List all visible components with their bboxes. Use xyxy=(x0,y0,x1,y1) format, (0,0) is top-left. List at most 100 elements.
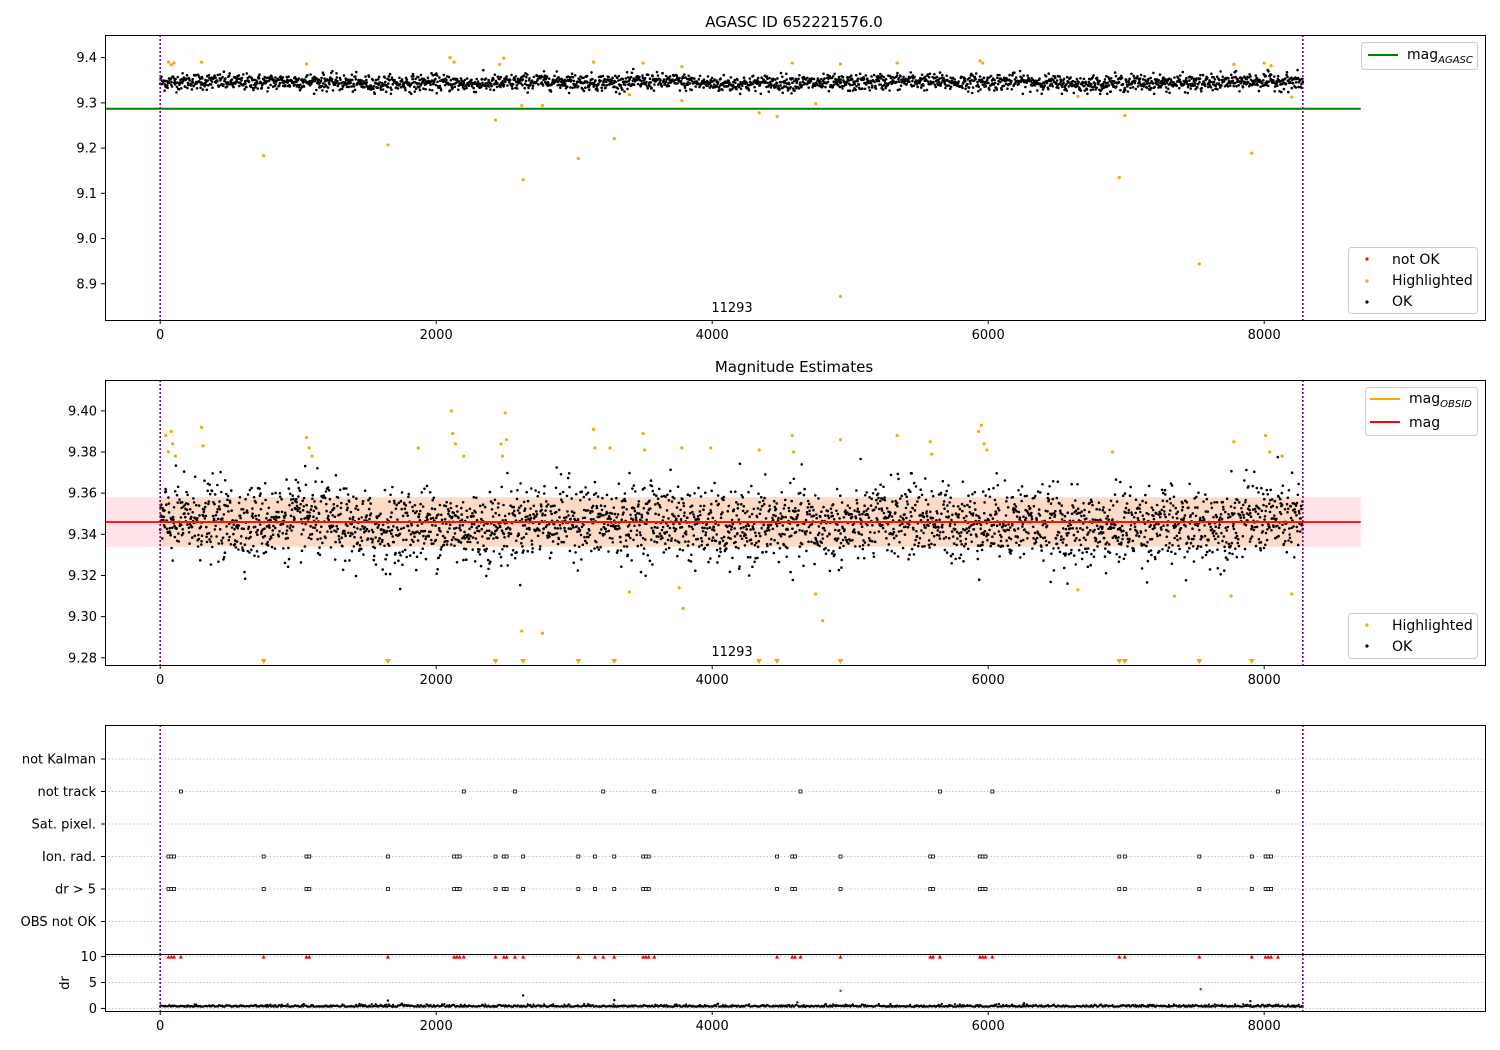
ok-point xyxy=(770,84,773,87)
ok-point xyxy=(367,507,371,511)
ok-point xyxy=(751,565,754,569)
ok-point xyxy=(377,539,380,543)
ok-point xyxy=(948,501,951,504)
ok-point xyxy=(642,507,646,510)
ok-point xyxy=(494,79,498,83)
ok-point xyxy=(176,485,180,489)
ok-point xyxy=(877,530,881,533)
ok-point xyxy=(242,549,245,552)
ok-point xyxy=(440,513,443,517)
ok-point xyxy=(210,535,213,538)
ok-point xyxy=(228,535,231,539)
ok-point xyxy=(555,70,559,73)
ok-point xyxy=(972,528,976,531)
ok-point xyxy=(595,506,599,510)
ok-point xyxy=(590,549,593,553)
ok-point xyxy=(669,468,672,472)
ok-point xyxy=(405,538,408,542)
ok-point xyxy=(174,464,178,467)
ok-point xyxy=(339,78,342,82)
ok-point xyxy=(371,538,375,541)
ok-point xyxy=(1090,85,1094,89)
ok-point xyxy=(1038,77,1041,80)
ok-point xyxy=(729,490,733,494)
ok-point xyxy=(566,510,569,513)
ok-point xyxy=(235,79,238,83)
ok-point xyxy=(733,535,737,538)
ok-point xyxy=(741,531,744,534)
ok-point xyxy=(436,568,440,571)
ok-point xyxy=(923,89,926,92)
ok-point xyxy=(369,502,372,505)
ok-point xyxy=(826,535,829,538)
ok-point xyxy=(185,77,188,81)
ok-point xyxy=(667,499,671,502)
ok-point xyxy=(421,547,425,550)
ok-point xyxy=(552,522,556,526)
ok-point xyxy=(872,508,876,512)
ok-point xyxy=(190,83,193,86)
ok-point xyxy=(820,541,823,544)
ok-point xyxy=(511,83,515,86)
ok-point xyxy=(354,574,358,578)
ok-point xyxy=(353,530,357,534)
ok-point xyxy=(523,524,527,527)
highlighted-point xyxy=(498,62,502,67)
ok-point xyxy=(367,75,371,78)
ok-point xyxy=(459,77,463,80)
ok-point xyxy=(332,503,336,506)
ok-point xyxy=(214,524,217,528)
ok-point xyxy=(951,535,955,538)
ok-point xyxy=(343,529,346,533)
ok-point xyxy=(459,529,462,532)
ok-point xyxy=(755,541,758,545)
ok-point xyxy=(646,87,650,90)
ok-point xyxy=(738,462,742,466)
ok-point xyxy=(856,507,860,511)
ok-point xyxy=(237,524,241,527)
ok-point xyxy=(538,545,542,548)
ok-point xyxy=(1083,89,1087,92)
ok-point xyxy=(205,88,209,92)
ok-point xyxy=(425,484,429,488)
ok-point xyxy=(706,75,710,78)
ok-point xyxy=(237,548,240,551)
ok-point xyxy=(544,82,548,86)
ok-point xyxy=(1152,71,1155,75)
ok-point xyxy=(842,516,846,519)
ok-point xyxy=(794,77,798,81)
ok-point xyxy=(813,542,817,545)
ok-point xyxy=(471,512,474,515)
ok-point xyxy=(323,77,326,80)
ok-point xyxy=(953,78,956,81)
ok-point xyxy=(806,76,809,80)
ok-point xyxy=(629,529,633,533)
ok-point xyxy=(948,524,952,528)
ok-point xyxy=(393,78,396,82)
ok-point xyxy=(446,540,449,543)
ok-point xyxy=(320,525,323,528)
ok-point xyxy=(1061,85,1064,88)
ok-point xyxy=(205,540,209,544)
ok-point xyxy=(858,72,862,76)
ok-point xyxy=(841,538,845,542)
ok-point xyxy=(914,485,918,488)
ok-point xyxy=(672,526,676,530)
ok-point xyxy=(341,545,344,548)
ok-point xyxy=(904,525,907,529)
ok-point xyxy=(761,551,765,554)
ok-point xyxy=(602,83,606,87)
ok-point xyxy=(744,533,747,537)
ok-point xyxy=(329,511,332,514)
ok-point xyxy=(248,551,251,554)
ok-point xyxy=(1151,82,1155,85)
ok-point xyxy=(1059,80,1063,83)
ok-point xyxy=(700,540,704,543)
ok-point xyxy=(303,545,307,548)
ok-point xyxy=(175,527,178,531)
ok-point xyxy=(412,75,415,78)
ok-point xyxy=(795,79,799,83)
ok-point xyxy=(979,523,983,526)
ok-point xyxy=(202,510,206,514)
ok-point xyxy=(346,493,350,496)
